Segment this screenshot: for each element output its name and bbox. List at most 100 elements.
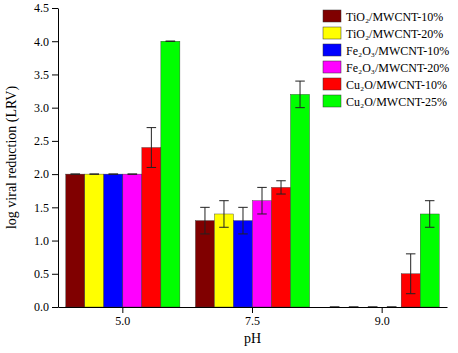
error-bar [128, 174, 138, 175]
bar [66, 174, 85, 307]
tick-mark [52, 241, 58, 242]
legend-item: TiO₂/MWCNT-20% [323, 27, 443, 41]
error-bar [406, 254, 416, 294]
tick-mark [382, 307, 383, 313]
tick-label: 7.5 [245, 314, 260, 328]
legend-label: Fe₂O₃/MWCNT-10% [346, 44, 449, 58]
x-axis: 5.0 7.5 9.0 [59, 307, 448, 328]
tick: 0.0 [34, 300, 58, 314]
legend-item: TiO₂/MWCNT-10% [323, 10, 443, 24]
error-bar [257, 187, 267, 214]
tick-label: 2.0 [34, 167, 49, 181]
tick: 1.5 [34, 201, 58, 215]
axis-line [58, 9, 59, 308]
error-bar [330, 307, 340, 308]
error-bar [166, 41, 176, 42]
bar [291, 94, 310, 307]
tick-label: 1.0 [34, 234, 49, 248]
tick-mark [52, 307, 58, 308]
bar [161, 41, 180, 307]
tick-label: 3.5 [34, 68, 49, 82]
tick-label: 0.0 [34, 300, 49, 314]
bar [142, 148, 161, 307]
bar [382, 307, 401, 308]
legend-swatch [323, 95, 341, 107]
tick-label: 0.5 [34, 267, 49, 281]
legend-swatch [323, 78, 341, 90]
tick: 3.5 [34, 68, 58, 82]
bar [104, 174, 123, 307]
bar [253, 201, 272, 307]
legend-swatch [323, 27, 341, 39]
error-bar [349, 307, 359, 308]
y-axis-title: log viral reduction (LRV) [4, 86, 20, 229]
tick: 0.5 [34, 267, 58, 281]
bar [123, 174, 142, 307]
tick-mark [52, 274, 58, 275]
bar [272, 187, 291, 307]
error-bar [387, 307, 397, 308]
error-bar [295, 81, 305, 108]
series [142, 128, 420, 307]
tick-mark [52, 8, 58, 9]
error-bar [147, 128, 157, 168]
tick-label: 2.5 [34, 134, 49, 148]
error-bar [219, 201, 229, 228]
legend-label: Cu₂O/MWCNT-25% [346, 95, 447, 109]
legend-item: Fe₂O₃/MWCNT-20% [323, 61, 449, 75]
legend-item: Cu₂O/MWCNT-10% [323, 78, 447, 92]
legend-label: TiO₂/MWCNT-10% [346, 10, 443, 24]
legend-label: TiO₂/MWCNT-20% [346, 27, 443, 41]
tick-mark [52, 74, 58, 75]
legend-swatch [323, 61, 341, 73]
bar [85, 174, 104, 307]
tick: 2.0 [34, 167, 58, 181]
tick-mark [252, 307, 253, 313]
error-bar [200, 207, 210, 234]
tick-mark [52, 108, 58, 109]
tick: 1.0 [34, 234, 58, 248]
chart: 0.0 0.5 1.0 1.5 2.0 2.5 3.0 3.5 4.0 4.5 5.0 7.5 9.0 T… [0, 0, 458, 353]
series [85, 174, 359, 307]
tick-mark [52, 141, 58, 142]
tick: 7.5 [245, 307, 260, 328]
legend-swatch [323, 10, 341, 22]
tick-label: 4.0 [34, 35, 49, 49]
tick: 9.0 [375, 307, 390, 328]
x-axis-title: pH [244, 331, 261, 346]
bar [325, 307, 344, 308]
bar [363, 307, 382, 308]
tick-label: 1.5 [34, 201, 49, 215]
bar [214, 214, 233, 307]
error-bar [109, 174, 119, 175]
tick: 5.0 [115, 307, 130, 328]
bar [420, 214, 439, 307]
tick-label: 4.5 [34, 1, 49, 15]
error-bar [90, 174, 100, 175]
legend: TiO₂/MWCNT-10% TiO₂/MWCNT-20% Fe₂O₃/MWCNT-… [323, 10, 449, 109]
legend-swatch [323, 44, 341, 56]
error-bar [71, 174, 81, 175]
tick-label: 5.0 [115, 314, 130, 328]
tick-label: 3.0 [34, 101, 49, 115]
tick-label: 9.0 [375, 314, 390, 328]
tick-mark [52, 41, 58, 42]
error-bar [238, 207, 248, 234]
plot: 0.0 0.5 1.0 1.5 2.0 2.5 3.0 3.5 4.0 4.5 5.0 7.5 9.0 T… [34, 1, 449, 327]
y-axis: 0.0 0.5 1.0 1.5 2.0 2.5 3.0 3.5 4.0 4.5 [34, 1, 59, 314]
legend-label: Fe₂O₃/MWCNT-20% [346, 61, 449, 75]
legend-item: Fe₂O₃/MWCNT-10% [323, 44, 449, 58]
tick-mark [52, 174, 58, 175]
tick-mark [52, 207, 58, 208]
error-bar [425, 201, 435, 228]
legend-item: Cu₂O/MWCNT-25% [323, 95, 447, 109]
error-bar [276, 181, 286, 194]
legend-label: Cu₂O/MWCNT-10% [346, 78, 447, 92]
tick: 4.0 [34, 35, 58, 49]
tick: 3.0 [34, 101, 58, 115]
bar [344, 307, 363, 308]
error-bar [368, 307, 378, 308]
tick-mark [122, 307, 123, 313]
tick: 2.5 [34, 134, 58, 148]
tick: 4.5 [34, 1, 58, 15]
